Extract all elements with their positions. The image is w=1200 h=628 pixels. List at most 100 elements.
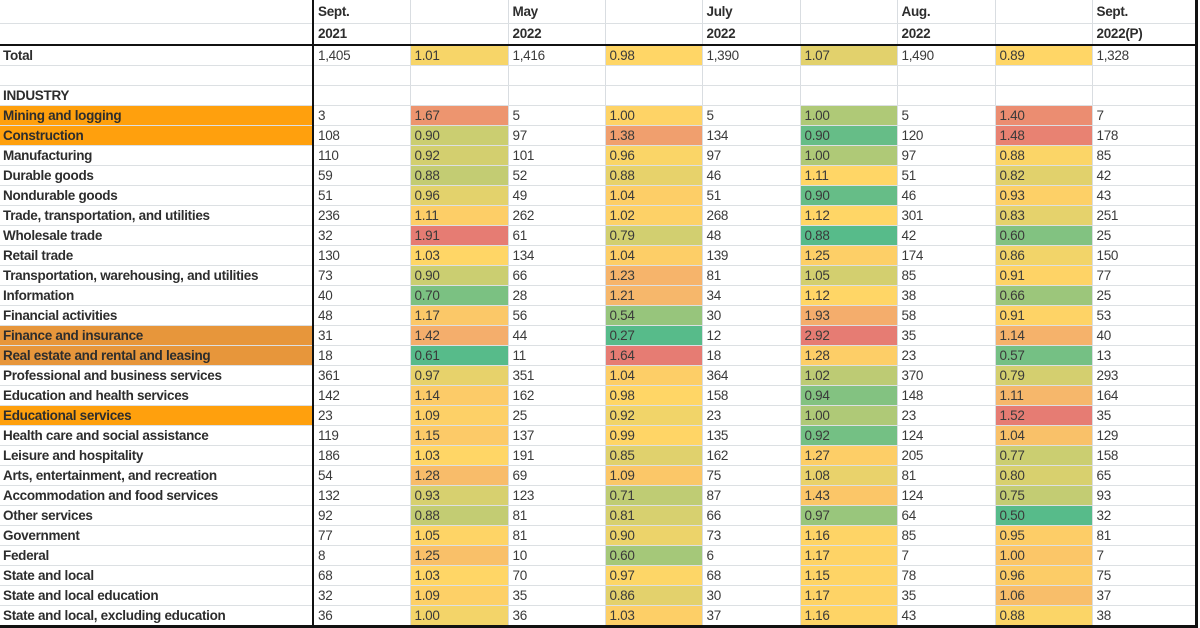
- cell-ratio[interactable]: 0.98: [605, 385, 703, 406]
- cell-value[interactable]: 351: [508, 365, 606, 386]
- cell-ratio[interactable]: 1.15: [410, 425, 509, 446]
- row-label-cell[interactable]: Nondurable goods: [0, 185, 314, 206]
- cell-value[interactable]: 69: [508, 465, 606, 486]
- cell-value[interactable]: 236: [313, 205, 411, 226]
- cell-ratio[interactable]: [800, 85, 898, 106]
- cell-ratio[interactable]: 1.21: [605, 285, 703, 306]
- cell-ratio[interactable]: 0.92: [410, 145, 509, 166]
- cell-value[interactable]: 66: [508, 265, 606, 286]
- cell-ratio[interactable]: 1.00: [995, 545, 1093, 566]
- row-label-cell[interactable]: Manufacturing: [0, 145, 314, 166]
- cell-ratio[interactable]: 1.01: [410, 45, 509, 66]
- cell-value[interactable]: 142: [313, 385, 411, 406]
- cell-ratio[interactable]: 1.17: [410, 305, 509, 326]
- cell-value[interactable]: 191: [508, 445, 606, 466]
- cell-ratio[interactable]: [605, 85, 703, 106]
- cell-value[interactable]: 36: [313, 605, 411, 628]
- cell-ratio[interactable]: 1.09: [605, 465, 703, 486]
- cell-value[interactable]: 158: [1092, 445, 1198, 466]
- cell-ratio[interactable]: 0.96: [995, 565, 1093, 586]
- cell-ratio[interactable]: 0.54: [605, 305, 703, 326]
- cell-value[interactable]: 1,390: [702, 45, 801, 66]
- cell-ratio[interactable]: 1.38: [605, 125, 703, 146]
- cell-value[interactable]: 364: [702, 365, 801, 386]
- cell-ratio[interactable]: 0.60: [605, 545, 703, 566]
- row-label-cell[interactable]: Durable goods: [0, 165, 314, 186]
- cell-ratio[interactable]: 1.11: [800, 165, 898, 186]
- cell-ratio[interactable]: 1.27: [800, 445, 898, 466]
- header-cell-ratio-4[interactable]: [605, 0, 703, 24]
- cell-value[interactable]: 23: [313, 405, 411, 426]
- cell-value[interactable]: 81: [508, 505, 606, 526]
- cell-value[interactable]: 68: [313, 565, 411, 586]
- cell-value[interactable]: 139: [702, 245, 801, 266]
- cell-value[interactable]: 35: [508, 585, 606, 606]
- cell-ratio[interactable]: 1.17: [800, 585, 898, 606]
- cell-value[interactable]: 40: [313, 285, 411, 306]
- cell-ratio[interactable]: [410, 85, 509, 106]
- cell-ratio[interactable]: 2.92: [800, 325, 898, 346]
- cell-ratio[interactable]: 0.86: [605, 585, 703, 606]
- cell-value[interactable]: [313, 85, 411, 106]
- row-label-cell[interactable]: Health care and social assistance: [0, 425, 314, 446]
- cell-ratio[interactable]: 0.88: [410, 505, 509, 526]
- cell-ratio[interactable]: 0.90: [410, 125, 509, 146]
- cell-value[interactable]: 81: [702, 265, 801, 286]
- header-cell-value-3[interactable]: May: [508, 0, 606, 24]
- cell-ratio[interactable]: [995, 65, 1093, 86]
- row-label-cell[interactable]: Educational services: [0, 405, 314, 426]
- cell-value[interactable]: 85: [1092, 145, 1198, 166]
- cell-value[interactable]: 28: [508, 285, 606, 306]
- cell-value[interactable]: 108: [313, 125, 411, 146]
- cell-value[interactable]: 23: [897, 345, 996, 366]
- cell-value[interactable]: 25: [1092, 225, 1198, 246]
- row-label-cell[interactable]: Finance and insurance: [0, 325, 314, 346]
- row-label-cell[interactable]: State and local: [0, 565, 314, 586]
- cell-ratio[interactable]: 1.00: [800, 105, 898, 126]
- cell-value[interactable]: 52: [508, 165, 606, 186]
- cell-ratio[interactable]: 1.03: [410, 245, 509, 266]
- cell-value[interactable]: 158: [702, 385, 801, 406]
- cell-value[interactable]: 361: [313, 365, 411, 386]
- cell-value[interactable]: 12: [702, 325, 801, 346]
- cell-ratio[interactable]: 0.85: [605, 445, 703, 466]
- cell-ratio[interactable]: 1.28: [410, 465, 509, 486]
- cell-value[interactable]: 110: [313, 145, 411, 166]
- cell-value[interactable]: 37: [1092, 585, 1198, 606]
- header-cell-value-9[interactable]: 2022(P): [1092, 23, 1198, 46]
- row-label-cell[interactable]: Wholesale trade: [0, 225, 314, 246]
- cell-ratio[interactable]: 1.14: [995, 325, 1093, 346]
- cell-ratio[interactable]: 0.91: [995, 265, 1093, 286]
- cell-ratio[interactable]: 1.16: [800, 605, 898, 628]
- cell-value[interactable]: 65: [1092, 465, 1198, 486]
- header-cell-ratio-4[interactable]: [605, 23, 703, 46]
- cell-value[interactable]: 77: [313, 525, 411, 546]
- cell-value[interactable]: 92: [313, 505, 411, 526]
- cell-ratio[interactable]: 0.88: [995, 145, 1093, 166]
- cell-ratio[interactable]: 1.03: [410, 565, 509, 586]
- cell-value[interactable]: 42: [897, 225, 996, 246]
- cell-value[interactable]: 1,416: [508, 45, 606, 66]
- cell-ratio[interactable]: 1.25: [800, 245, 898, 266]
- cell-ratio[interactable]: 0.90: [410, 265, 509, 286]
- cell-value[interactable]: 59: [313, 165, 411, 186]
- cell-value[interactable]: 54: [313, 465, 411, 486]
- cell-value[interactable]: 42: [1092, 165, 1198, 186]
- cell-ratio[interactable]: 1.42: [410, 325, 509, 346]
- row-label-cell[interactable]: Other services: [0, 505, 314, 526]
- cell-ratio[interactable]: 1.04: [995, 425, 1093, 446]
- cell-ratio[interactable]: 1.04: [605, 245, 703, 266]
- cell-ratio[interactable]: 0.57: [995, 345, 1093, 366]
- cell-ratio[interactable]: 1.07: [800, 45, 898, 66]
- row-label-cell[interactable]: Financial activities: [0, 305, 314, 326]
- cell-ratio[interactable]: 0.96: [410, 185, 509, 206]
- cell-ratio[interactable]: 1.40: [995, 105, 1093, 126]
- cell-value[interactable]: 23: [897, 405, 996, 426]
- cell-ratio[interactable]: 1.12: [800, 205, 898, 226]
- cell-value[interactable]: 35: [1092, 405, 1198, 426]
- row-label-cell[interactable]: Accommodation and food services: [0, 485, 314, 506]
- cell-ratio[interactable]: 1.00: [800, 145, 898, 166]
- cell-value[interactable]: 51: [702, 185, 801, 206]
- cell-ratio[interactable]: 1.25: [410, 545, 509, 566]
- cell-ratio[interactable]: [410, 65, 509, 86]
